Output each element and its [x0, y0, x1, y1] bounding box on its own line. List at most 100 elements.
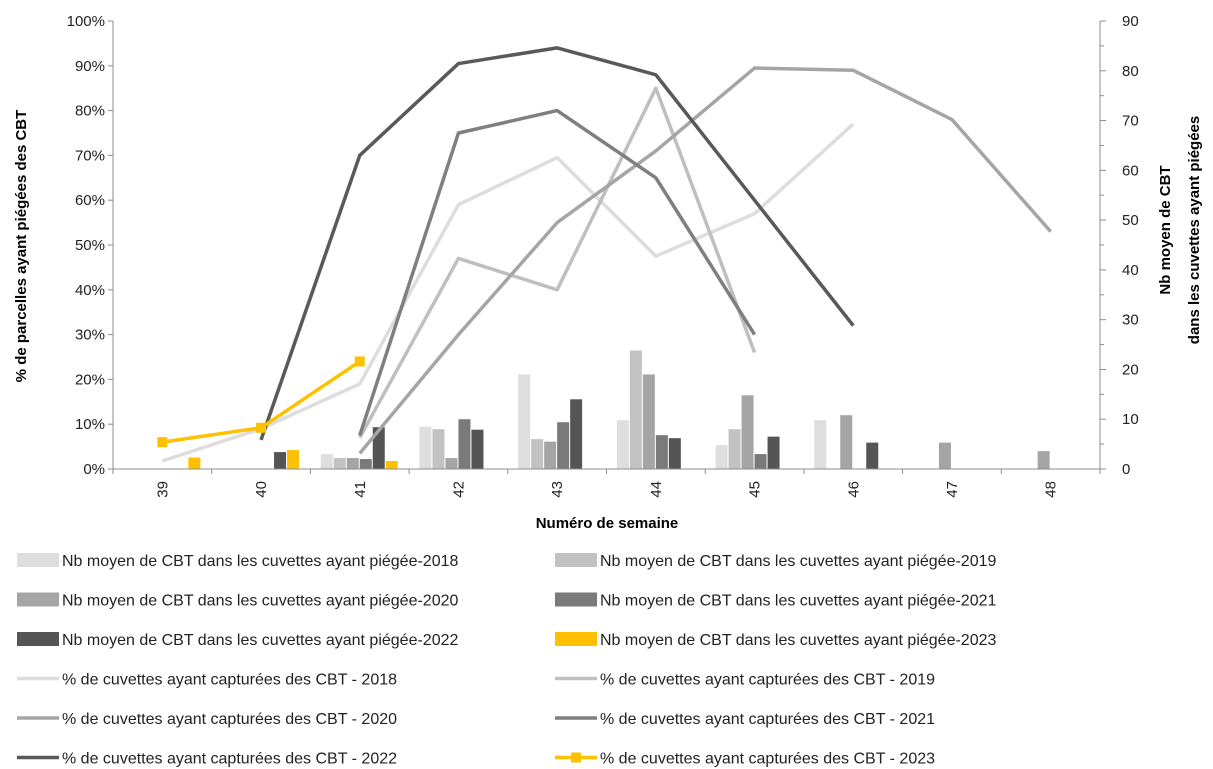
bar — [668, 438, 681, 469]
y-right-tick-label: 70 — [1122, 113, 1139, 130]
bar — [728, 429, 741, 469]
legend-label: % de cuvettes ayant capturées des CBT - … — [62, 751, 397, 768]
legend-marker — [571, 752, 581, 763]
axes-layer: 0% 10% 20% 30% 40% 50% 60% 70% 80% 90% 100% 0 10 20 30… — [67, 13, 1139, 498]
bar — [544, 441, 557, 469]
bar — [767, 436, 780, 469]
bar — [629, 350, 642, 469]
y-left-tick-label: 40% — [75, 282, 105, 299]
legend-label: Nb moyen de CBT dans les cuvettes ayant … — [600, 632, 996, 649]
legend-label: % de cuvettes ayant capturées des CBT - … — [600, 672, 935, 689]
y-left-tick-label: 50% — [75, 237, 105, 254]
lines-layer — [157, 46, 1052, 463]
y-right-tick-label: 20 — [1122, 361, 1139, 378]
bar — [385, 461, 398, 469]
legend-swatch — [17, 592, 59, 607]
y-left-axis-title: % de parcelles ayant piégées des CBT — [13, 110, 30, 383]
bar — [458, 419, 471, 469]
bar — [715, 445, 728, 469]
y-right-tick-label: 40 — [1122, 262, 1139, 279]
bar — [518, 374, 531, 469]
x-tick-label: 41 — [352, 481, 369, 498]
bar — [655, 435, 668, 469]
bar — [471, 429, 484, 469]
bar — [320, 454, 333, 469]
legend-label: % de cuvettes ayant capturées des CBT - … — [62, 711, 397, 728]
y-right-axis-title-line1: Nb moyen de CBT — [1157, 165, 1174, 294]
legend: Nb moyen de CBT dans les cuvettes ayant … — [17, 553, 996, 768]
y-left-tick-label: 20% — [75, 371, 105, 388]
y-left-tick-label: 100% — [67, 13, 105, 30]
y-right-tick-label: 30 — [1122, 312, 1139, 329]
bar — [866, 442, 879, 469]
y-left-tick-label: 90% — [75, 58, 105, 75]
bar — [616, 420, 629, 469]
bar — [372, 427, 385, 469]
y-left-tick-label: 70% — [75, 147, 105, 164]
y-right-axis-title-line2: dans les cuvettes ayant piégées — [1186, 116, 1203, 344]
x-tick-label: 44 — [648, 481, 665, 498]
y-left-tick-label: 30% — [75, 327, 105, 344]
line-point — [256, 422, 267, 433]
bar — [938, 442, 951, 469]
legend-label: Nb moyen de CBT dans les cuvettes ayant … — [62, 593, 458, 610]
bar — [333, 458, 346, 469]
legend-label: Nb moyen de CBT dans les cuvettes ayant … — [600, 593, 996, 610]
bar — [419, 426, 432, 469]
bar — [570, 399, 583, 469]
y-right-tick-label: 50 — [1122, 212, 1139, 229]
y-left-tick-label: 10% — [75, 416, 105, 433]
legend-swatch — [17, 553, 59, 567]
line-point — [354, 356, 365, 367]
bar — [642, 374, 655, 469]
legend-label: % de cuvettes ayant capturées des CBT - … — [62, 672, 397, 689]
x-axis-title: Numéro de semaine — [536, 515, 679, 532]
legend-label: % de cuvettes ayant capturées des CBT - … — [600, 711, 935, 728]
y-left-tick-label: 80% — [75, 103, 105, 120]
series-line — [358, 108, 757, 436]
bar — [274, 452, 287, 469]
bar — [741, 395, 754, 469]
legend-label: % de cuvettes ayant capturées des CBT - … — [600, 751, 935, 768]
bar — [531, 439, 544, 469]
series-line — [161, 122, 855, 463]
series-line — [358, 86, 757, 439]
y-left-tick-label: 60% — [75, 192, 105, 209]
x-tick-label: 40 — [253, 481, 270, 498]
bar — [346, 458, 359, 469]
series-line — [358, 66, 1052, 455]
bar — [1037, 451, 1050, 469]
bar — [287, 450, 300, 469]
x-tick-label: 45 — [747, 481, 764, 498]
legend-swatch — [555, 553, 597, 567]
legend-label: Nb moyen de CBT dans les cuvettes ayant … — [62, 632, 458, 649]
bar — [359, 459, 372, 469]
y-right-tick-label: 10 — [1122, 411, 1139, 428]
y-right-tick-label: 0 — [1122, 461, 1130, 478]
bar — [432, 429, 445, 469]
legend-swatch — [17, 632, 59, 646]
bar — [754, 454, 767, 469]
x-tick-label: 47 — [944, 481, 961, 498]
legend-label: Nb moyen de CBT dans les cuvettes ayant … — [62, 553, 458, 570]
legend-swatch — [555, 592, 597, 607]
series-line — [259, 46, 855, 441]
y-left-tick-label: 0% — [83, 461, 105, 478]
bar — [557, 422, 570, 469]
line-point — [157, 437, 168, 448]
y-right-tick-label: 90 — [1122, 13, 1139, 30]
y-right-tick-label: 80 — [1122, 63, 1139, 80]
bar — [840, 415, 853, 469]
y-right-tick-label: 60 — [1122, 162, 1139, 179]
bar — [814, 420, 827, 469]
x-tick-label: 46 — [845, 481, 862, 498]
bar — [445, 458, 458, 469]
legend-swatch — [555, 632, 597, 646]
bar — [188, 457, 201, 469]
x-tick-label: 48 — [1043, 481, 1060, 498]
x-tick-label: 39 — [154, 481, 171, 498]
bars-layer — [188, 350, 1050, 469]
legend-label: Nb moyen de CBT dans les cuvettes ayant … — [600, 553, 996, 570]
x-tick-label: 43 — [549, 481, 566, 498]
